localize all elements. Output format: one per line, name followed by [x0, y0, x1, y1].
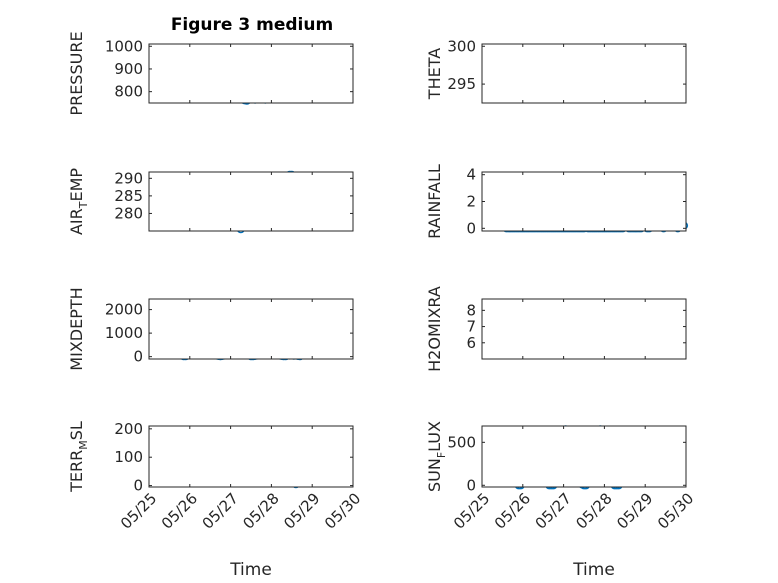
axes-frame	[481, 171, 687, 232]
y-axis-label-subscript: M	[77, 440, 90, 450]
y-axis-label-part: AIR	[67, 208, 86, 235]
y-tick-label: 290	[114, 169, 143, 187]
y-tick-label: 4	[466, 166, 476, 184]
axes-frame	[148, 298, 354, 360]
y-tick-label: 7	[466, 318, 476, 336]
y-axis-label-part: SL	[67, 421, 86, 440]
y-axis-label-part: EMP	[67, 168, 86, 202]
axes-frame	[148, 425, 354, 488]
y-tick-label: 295	[447, 75, 476, 93]
y-tick-label: 0	[466, 476, 476, 494]
y-axis-label-subscript: F	[435, 452, 448, 458]
y-axis-label: H2OMIXRA	[425, 286, 444, 372]
y-tick-label: 2000	[105, 301, 143, 319]
y-axis-label-part: LUX	[425, 421, 444, 452]
axes-frame	[481, 425, 687, 488]
y-axis-label-subscript: T	[77, 201, 90, 209]
y-tick-label: 280	[114, 204, 143, 222]
y-axis-label: MIXDEPTH	[67, 287, 86, 370]
y-tick-label: 1000	[105, 324, 143, 342]
axes-frame	[481, 43, 687, 104]
subplot-mixdepth: 0 1000 2000 MIXDEPTH	[67, 287, 354, 371]
y-tick-label: 6	[466, 334, 476, 352]
y-tick-label: 0	[133, 477, 143, 495]
y-tick-label: 0	[466, 219, 476, 237]
y-tick-label: 0	[133, 348, 143, 366]
y-tick-label: 1000	[105, 37, 143, 55]
y-axis-label: THETA	[425, 48, 444, 100]
subplot-h2omixra: 678 H2OMIXRA	[425, 286, 687, 372]
y-axis-label: RAINFALL	[425, 164, 444, 239]
y-axis-label-part: SUN	[425, 458, 444, 492]
y-axis-label: SUNFLUX	[425, 421, 448, 492]
y-tick-label: 500	[447, 433, 476, 451]
subplot-rainfall: 0 2 4 RAINFALL	[425, 164, 689, 239]
y-tick-label: 285	[114, 187, 143, 205]
y-tick-label: 100	[114, 448, 143, 466]
y-axis-label: AIRTEMP	[67, 168, 90, 235]
y-tick-label: 900	[114, 60, 143, 78]
y-tick-label: 200	[114, 420, 143, 438]
figure-title: Figure 3 medium	[171, 15, 333, 35]
y-tick-label: 8	[466, 301, 476, 319]
y-axis-label: PRESSURE	[67, 31, 86, 115]
y-tick-label: 800	[114, 83, 143, 101]
y-tick-label: 2	[466, 193, 476, 211]
axes-frame	[481, 298, 687, 360]
axes-frame	[148, 43, 354, 104]
axes-frame	[148, 171, 354, 232]
subplot-pressure: 800 900 1000 PRESSURE	[67, 31, 354, 116]
x-axis-label: Time	[229, 560, 272, 580]
y-tick-label: 300	[447, 37, 476, 55]
y-axis-label-part: TERR	[67, 450, 86, 493]
y-axis-label: TERRMSL	[67, 421, 90, 493]
x-axis-label: Time	[572, 560, 615, 580]
